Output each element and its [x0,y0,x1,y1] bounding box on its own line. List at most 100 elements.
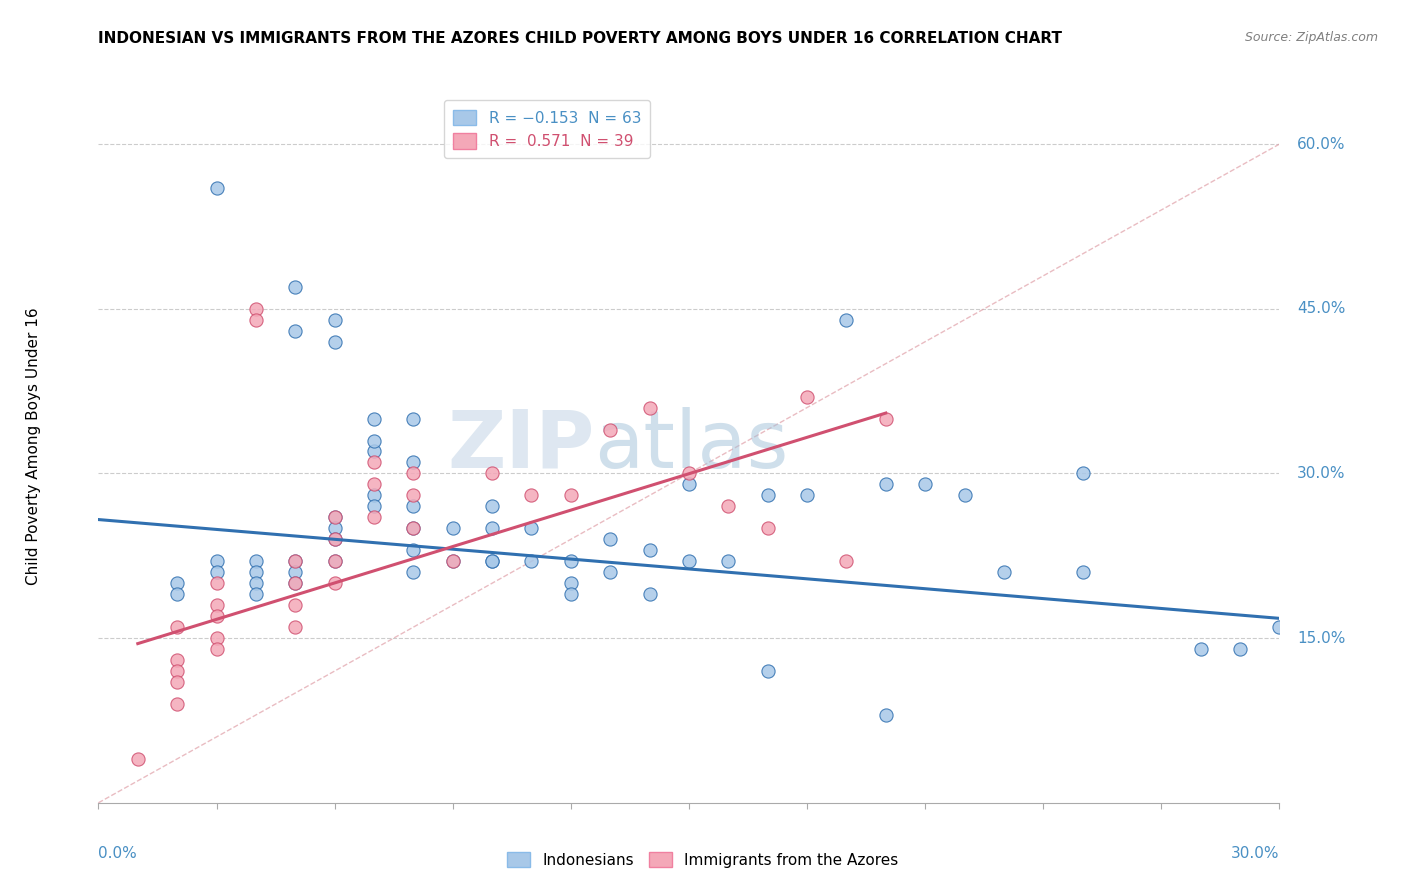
Point [481,554,503,568]
Text: 15.0%: 15.0% [1298,631,1346,646]
Point [205,576,228,591]
Point [875,708,897,723]
Point [402,488,425,502]
Point [363,477,385,491]
Point [520,554,543,568]
Point [796,390,818,404]
Point [835,554,858,568]
Point [284,324,307,338]
Point [481,554,503,568]
Point [402,521,425,535]
Text: Child Poverty Among Boys Under 16: Child Poverty Among Boys Under 16 [25,307,41,585]
Point [441,554,464,568]
Point [323,533,346,547]
Point [678,554,700,568]
Point [441,554,464,568]
Point [1189,642,1212,657]
Text: atlas: atlas [595,407,789,485]
Point [560,587,582,601]
Point [875,411,897,425]
Point [323,521,346,535]
Point [323,312,346,326]
Point [284,576,307,591]
Point [402,566,425,580]
Point [756,488,779,502]
Point [205,566,228,580]
Point [481,521,503,535]
Point [756,664,779,678]
Point [599,566,621,580]
Text: ZIP: ZIP [447,407,595,485]
Legend: R = −0.153  N = 63, R =  0.571  N = 39: R = −0.153 N = 63, R = 0.571 N = 39 [444,101,650,159]
Point [717,554,740,568]
Point [166,697,188,711]
Text: 30.0%: 30.0% [1232,846,1279,861]
Point [638,401,661,415]
Text: 30.0%: 30.0% [1298,466,1346,481]
Text: 0.0%: 0.0% [98,846,138,861]
Point [284,598,307,612]
Point [205,609,228,624]
Point [363,434,385,448]
Text: 60.0%: 60.0% [1298,136,1346,152]
Point [363,500,385,514]
Point [560,576,582,591]
Point [481,467,503,481]
Text: INDONESIAN VS IMMIGRANTS FROM THE AZORES CHILD POVERTY AMONG BOYS UNDER 16 CORRE: INDONESIAN VS IMMIGRANTS FROM THE AZORES… [98,31,1063,46]
Point [323,554,346,568]
Point [441,521,464,535]
Point [481,500,503,514]
Point [284,566,307,580]
Point [638,587,661,601]
Point [756,521,779,535]
Point [205,598,228,612]
Point [127,752,149,766]
Point [402,467,425,481]
Point [166,620,188,634]
Point [166,576,188,591]
Point [284,576,307,591]
Point [323,533,346,547]
Point [363,444,385,458]
Point [560,488,582,502]
Point [599,423,621,437]
Text: Source: ZipAtlas.com: Source: ZipAtlas.com [1244,31,1378,45]
Point [245,554,267,568]
Point [599,533,621,547]
Point [402,455,425,469]
Point [205,642,228,657]
Point [284,554,307,568]
Point [1268,620,1291,634]
Point [520,521,543,535]
Point [323,510,346,524]
Point [166,653,188,667]
Point [245,587,267,601]
Point [323,334,346,349]
Point [678,477,700,491]
Point [205,554,228,568]
Point [245,566,267,580]
Legend: Indonesians, Immigrants from the Azores: Indonesians, Immigrants from the Azores [501,846,905,873]
Point [560,554,582,568]
Point [323,554,346,568]
Point [638,543,661,558]
Point [166,664,188,678]
Point [323,510,346,524]
Point [245,301,267,316]
Point [520,488,543,502]
Point [993,566,1015,580]
Point [284,620,307,634]
Point [284,554,307,568]
Point [402,521,425,535]
Point [245,576,267,591]
Point [363,411,385,425]
Point [678,467,700,481]
Point [717,500,740,514]
Point [835,312,858,326]
Point [205,631,228,645]
Point [245,312,267,326]
Point [205,181,228,195]
Point [166,675,188,690]
Point [402,411,425,425]
Point [796,488,818,502]
